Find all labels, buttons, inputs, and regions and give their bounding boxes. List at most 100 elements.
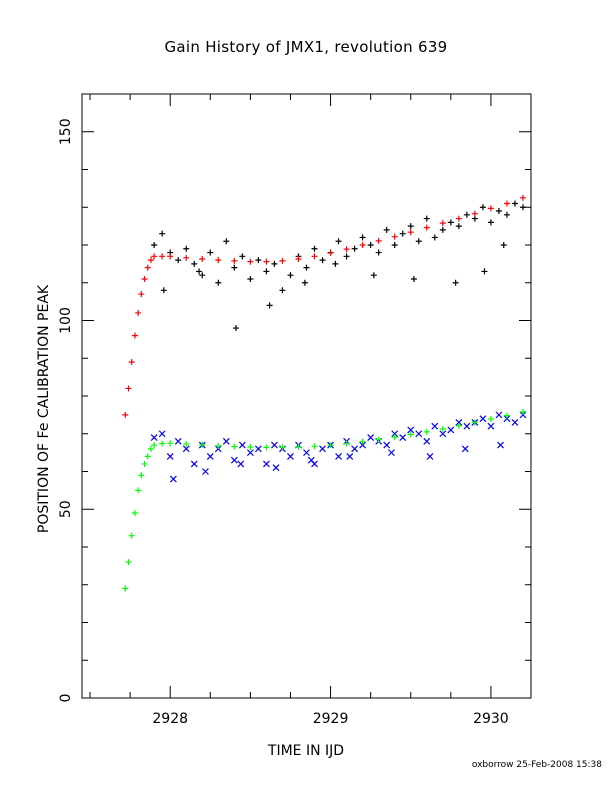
data-point: [346, 452, 354, 460]
data-point: [463, 211, 470, 218]
data-point: [423, 437, 431, 445]
data-point: [495, 208, 502, 215]
data-point: [215, 279, 222, 286]
data-point: [375, 237, 382, 244]
data-point: [487, 416, 494, 423]
data-point: [199, 441, 206, 448]
data-point: [359, 242, 366, 248]
data-point: [279, 257, 286, 264]
data-point: [370, 272, 377, 279]
data-point: [266, 302, 273, 309]
series-2: [150, 411, 527, 483]
data-point: [479, 204, 486, 211]
data-point: [439, 226, 446, 233]
data-point: [279, 444, 286, 451]
data-point: [222, 437, 230, 445]
data-point: [327, 249, 334, 256]
data-point: [158, 430, 166, 438]
data-point: [279, 287, 286, 294]
data-point: [439, 425, 446, 432]
y-tick-label: 100: [58, 307, 74, 334]
data-point: [461, 445, 469, 453]
data-point: [255, 257, 262, 264]
data-point: [431, 422, 439, 430]
data-point: [335, 452, 342, 460]
data-point: [147, 445, 154, 452]
data-point: [263, 444, 270, 451]
data-point: [503, 412, 510, 419]
data-point: [190, 460, 198, 468]
data-point: [167, 253, 174, 260]
data-point: [503, 211, 510, 218]
plot-frame: [81, 93, 532, 699]
data-point: [375, 249, 382, 256]
data-point: [183, 254, 190, 261]
data-point: [150, 434, 158, 441]
data-point: [214, 445, 222, 453]
data-point: [463, 422, 471, 430]
data-point: [343, 440, 350, 447]
data-point: [423, 215, 430, 222]
data-point: [131, 510, 138, 517]
data-point: [407, 426, 415, 434]
data-point: [301, 279, 308, 286]
data-point: [199, 255, 206, 262]
data-point: [439, 430, 447, 438]
x-tick-label: 2928: [152, 711, 188, 727]
data-point: [391, 242, 398, 248]
data-point: [202, 468, 209, 475]
data-point: [431, 234, 438, 241]
data-point: [423, 428, 430, 435]
data-point: [125, 385, 132, 392]
data-point: [332, 260, 339, 267]
data-point: [174, 437, 182, 445]
data-point: [206, 452, 214, 460]
data-point: [247, 443, 254, 450]
data-point: [159, 230, 166, 237]
data-point: [319, 445, 326, 453]
data-point: [131, 332, 138, 339]
data-point: [343, 253, 350, 260]
data-point: [519, 204, 526, 211]
data-point: [410, 275, 417, 282]
data-point: [319, 257, 326, 264]
data-point: [128, 532, 135, 539]
data-point: [311, 253, 318, 260]
data-point: [503, 200, 510, 207]
series-3: [122, 408, 526, 592]
data-point: [232, 325, 239, 332]
data-point: [447, 219, 454, 226]
data-point: [175, 257, 182, 264]
x-tick-label: 2930: [473, 711, 509, 727]
data-point: [495, 411, 503, 419]
data-point: [237, 460, 245, 468]
data-point: [426, 452, 434, 460]
data-point: [159, 253, 166, 260]
data-point: [359, 234, 366, 241]
data-point: [147, 257, 154, 264]
data-point: [500, 242, 507, 248]
data-point: [183, 245, 190, 252]
data-point: [231, 257, 238, 264]
data-point: [455, 419, 463, 426]
footer-stamp: oxborrow 25-Feb-2008 15:38: [471, 760, 602, 770]
data-point: [272, 464, 280, 472]
data-point: [247, 275, 254, 282]
data-point: [271, 260, 278, 267]
data-point: [307, 456, 315, 464]
data-point: [263, 268, 270, 275]
x-axis-label: TIME IN IJD: [267, 743, 344, 759]
data-point: [391, 434, 398, 441]
data-point: [223, 238, 230, 245]
data-point: [144, 453, 151, 460]
data-point: [481, 268, 488, 275]
data-point: [254, 445, 262, 453]
data-point: [169, 475, 177, 483]
data-point: [239, 253, 246, 260]
data-point: [367, 242, 374, 248]
data-point: [122, 411, 129, 418]
data-point: [311, 245, 318, 252]
data-point: [407, 223, 414, 230]
data-point: [183, 440, 190, 447]
data-point: [455, 422, 462, 429]
